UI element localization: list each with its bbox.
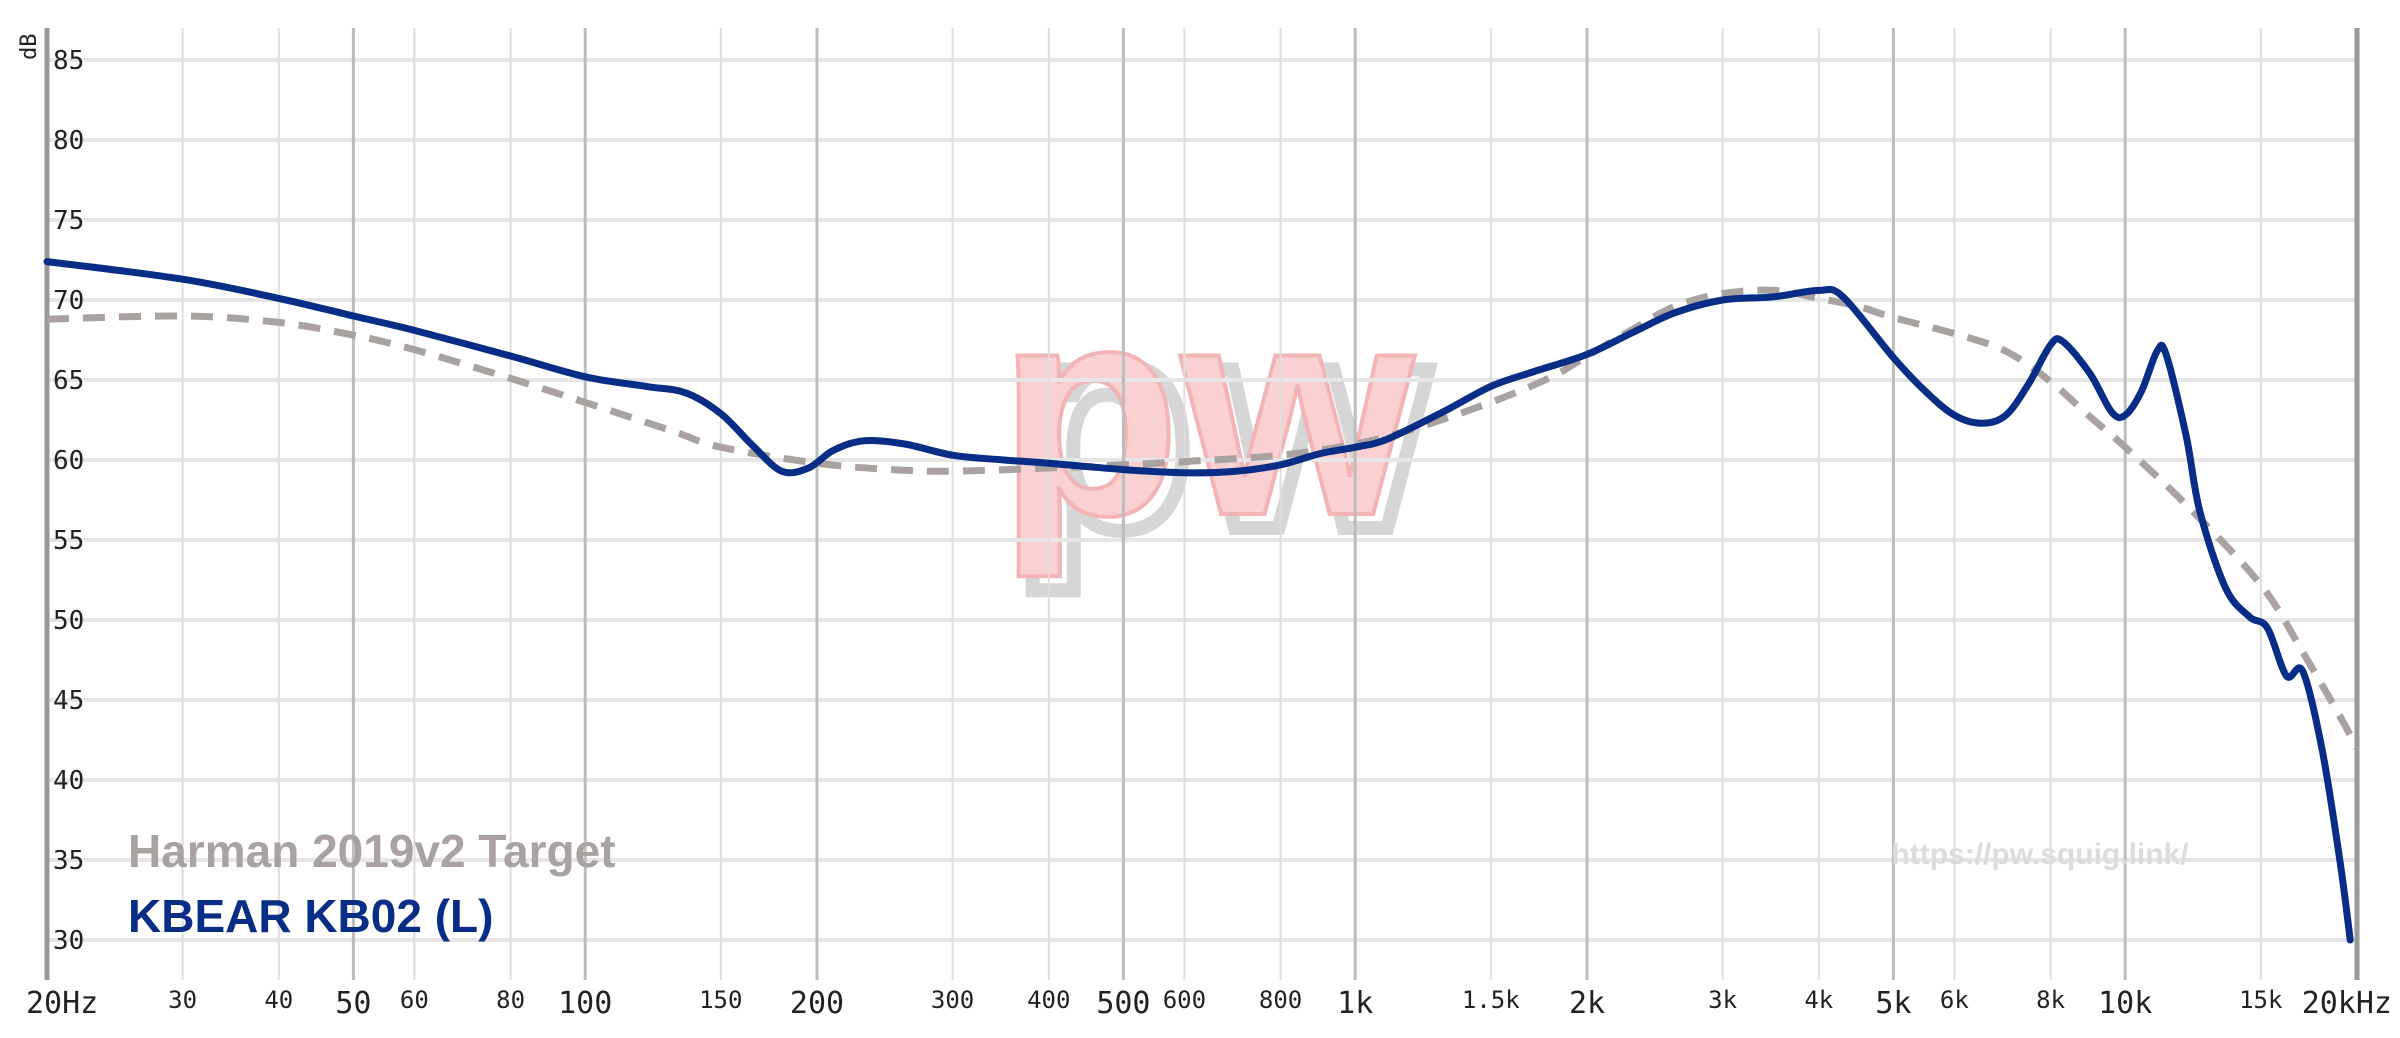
x-tick-label: 8k — [2036, 986, 2065, 1014]
y-tick-label: 30 — [53, 926, 84, 956]
x-tick-label: 20kHz — [2302, 986, 2392, 1021]
x-tick-label: 60 — [400, 986, 429, 1014]
legend-entry: Harman 2019v2 Target — [128, 825, 616, 877]
y-tick-label: 50 — [53, 606, 84, 636]
measurement-curve — [43, 258, 2354, 944]
x-tick-label: 800 — [1259, 986, 1302, 1014]
y-tick-label: 65 — [53, 366, 84, 396]
x-tick-label: 30 — [168, 986, 197, 1014]
x-tick-label: 1k — [1337, 986, 1373, 1021]
legend-entry: KBEAR KB02 (L) — [128, 890, 493, 942]
y-tick-label: 45 — [53, 686, 84, 716]
x-tick-label: 400 — [1027, 986, 1070, 1014]
x-tick-label: 600 — [1163, 986, 1206, 1014]
grid — [44, 28, 2360, 980]
y-tick-label: 40 — [53, 766, 84, 796]
x-tick-label: 200 — [790, 986, 844, 1021]
source-url: https://pw.squig.link/ — [1891, 838, 2189, 871]
y-tick-label: 70 — [53, 286, 84, 316]
x-tick-label: 5k — [1875, 986, 1911, 1021]
x-tick-label: 40 — [264, 986, 293, 1014]
y-tick-label: 35 — [53, 846, 84, 876]
x-axis: 20Hz 30 40 50 60 80 100 150 200 300 400 500 600 800 1k… — [26, 986, 2392, 1021]
x-tick-label: 300 — [931, 986, 974, 1014]
target-curve — [46, 286, 2361, 750]
x-tick-label: 20Hz — [26, 986, 98, 1021]
x-tick-label: 1.5k — [1462, 986, 1520, 1014]
x-tick-label: 10k — [2098, 986, 2152, 1021]
y-tick-label: 60 — [53, 446, 84, 476]
x-tick-label: 50 — [335, 986, 371, 1021]
x-tick-label: 4k — [1804, 986, 1833, 1014]
y-unit-label: dB — [17, 34, 42, 61]
x-tick-label: 100 — [558, 986, 612, 1021]
y-axis: 30 35 40 45 50 55 60 65 70 75 80 85 — [53, 46, 84, 956]
x-tick-label: 6k — [1940, 986, 1969, 1014]
y-tick-label: 75 — [53, 206, 84, 236]
y-tick-label: 80 — [53, 126, 84, 156]
legend: Harman 2019v2 Target KBEAR KB02 (L) — [128, 825, 616, 942]
series-layer — [43, 258, 2361, 944]
x-tick-label: 3k — [1708, 986, 1737, 1014]
watermark-text: pw — [998, 242, 1416, 580]
watermark-shadow: pw — [1012, 256, 1430, 594]
x-tick-label: 500 — [1096, 986, 1150, 1021]
y-tick-label: 85 — [53, 46, 84, 76]
x-tick-label: 15k — [2239, 986, 2283, 1014]
x-tick-label: 80 — [496, 986, 525, 1014]
x-tick-label: 150 — [699, 986, 742, 1014]
x-tick-label: 2k — [1569, 986, 1605, 1021]
y-tick-label: 55 — [53, 526, 84, 556]
